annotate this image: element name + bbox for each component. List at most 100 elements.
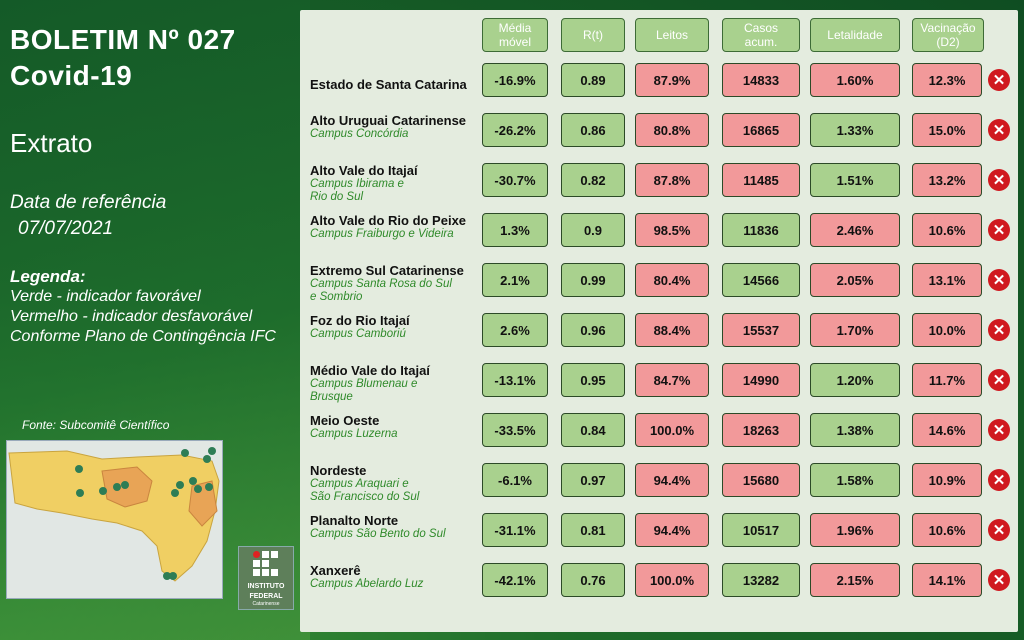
campus-name: e Sombrio [310, 291, 363, 303]
region-name: Foz do Rio Itajaí [310, 313, 410, 328]
value-media-movel: 2.6% [482, 313, 548, 347]
value-casos-acum: 14833 [722, 63, 800, 97]
value-media-movel: -30.7% [482, 163, 548, 197]
value-rt: 0.89 [561, 63, 625, 97]
header-letalidade: Letalidade [810, 18, 900, 52]
campus-name: Campus Santa Rosa do Sul [310, 278, 452, 290]
region-name: Alto Vale do Rio do Peixe [310, 213, 467, 228]
value-vacinacao: 14.1% [912, 563, 982, 597]
value-leitos: 88.4% [635, 313, 709, 347]
region-map [6, 440, 223, 599]
value-rt: 0.96 [561, 313, 625, 347]
value-media-movel: -42.1% [482, 563, 548, 597]
close-icon: ✕ [988, 469, 1010, 491]
table-row: Alto Vale do Itajaí Campus Ibirama e Rio d… [300, 163, 1018, 204]
reference-date-value: 07/07/2021 [18, 218, 114, 239]
bulletin-topic: Covid-19 [10, 60, 133, 91]
region-name: Meio Oeste [310, 413, 380, 428]
table-row: Foz do Rio Itajaí Campus Camboriú 2.6% 0.96… [300, 313, 1018, 351]
close-icon: ✕ [988, 319, 1010, 341]
bulletin-title: BOLETIM Nº 027 Covid-19 [10, 22, 236, 94]
value-leitos: 94.4% [635, 463, 709, 497]
region-label: Foz do Rio Itajaí Campus Camboriú [310, 313, 480, 341]
campus-name: Campus Abelardo Luz [310, 578, 424, 590]
campus-name: Campus Concórdia [310, 128, 409, 140]
table-row: Alto Uruguai Catarinense Campus Concórdia… [300, 113, 1018, 151]
table-row: Alto Vale do Rio do Peixe Campus Fraiburg… [300, 213, 1018, 251]
value-letalidade: 1.20% [810, 363, 900, 397]
region-label: Xanxerê Campus Abelardo Luz [310, 563, 480, 591]
value-rt: 0.97 [561, 463, 625, 497]
value-leitos: 98.5% [635, 213, 709, 247]
region-label: Alto Vale do Itajaí Campus Ibirama e Rio d… [310, 163, 480, 204]
value-rt: 0.84 [561, 413, 625, 447]
header-rt: R(t) [561, 18, 625, 52]
value-casos-acum: 15680 [722, 463, 800, 497]
value-letalidade: 2.46% [810, 213, 900, 247]
value-leitos: 100.0% [635, 413, 709, 447]
value-casos-acum: 14990 [722, 363, 800, 397]
value-rt: 0.99 [561, 263, 625, 297]
header-media-movel: Média móvel [482, 18, 548, 52]
value-letalidade: 1.51% [810, 163, 900, 197]
legend-line-red: Vermelho - indicador desfavorável [10, 308, 253, 325]
value-letalidade: 1.96% [810, 513, 900, 547]
close-icon: ✕ [988, 419, 1010, 441]
campus-name: Brusque [310, 391, 353, 403]
region-label: Estado de Santa Catarina [310, 63, 480, 92]
campus-name: Campus Fraiburgo e Videira [310, 228, 454, 240]
reference-label: Data de referência [10, 192, 167, 213]
close-icon: ✕ [988, 519, 1010, 541]
close-icon: ✕ [988, 569, 1010, 591]
table-row: Extremo Sul Catarinense Campus Santa Rosa… [300, 263, 1018, 303]
value-vacinacao: 13.1% [912, 263, 982, 297]
value-letalidade: 1.60% [810, 63, 900, 97]
region-name: Planalto Norte [310, 513, 399, 528]
table-row: Xanxerê Campus Abelardo Luz -42.1% 0.76 100.… [300, 563, 1018, 601]
value-vacinacao: 15.0% [912, 113, 982, 147]
value-rt: 0.76 [561, 563, 625, 597]
logo-text-1: INSTITUTO [247, 583, 285, 590]
source-note: Fonte: Subcomitê Científico [22, 418, 170, 432]
header-vacinacao: Vacinação (D2) [912, 18, 984, 52]
header-leitos: Leitos [635, 18, 709, 52]
value-rt: 0.9 [561, 213, 625, 247]
value-letalidade: 1.33% [810, 113, 900, 147]
value-casos-acum: 14566 [722, 263, 800, 297]
value-letalidade: 1.38% [810, 413, 900, 447]
value-letalidade: 1.58% [810, 463, 900, 497]
region-name: Extremo Sul Catarinense [310, 263, 464, 278]
legend-title: Legenda: [10, 267, 86, 286]
reference-date: Data de referência 07/07/2021 [10, 190, 166, 242]
logo-text-3: Catarinense [252, 601, 280, 607]
value-leitos: 80.8% [635, 113, 709, 147]
value-media-movel: -31.1% [482, 513, 548, 547]
value-vacinacao: 11.7% [912, 363, 982, 397]
region-name: Nordeste [310, 463, 367, 478]
table-row: Estado de Santa Catarina -16.9% 0.89 87.9% 1… [300, 63, 1018, 101]
value-rt: 0.82 [561, 163, 625, 197]
institute-logo: INSTITUTO FEDERAL Catarinense [238, 546, 294, 610]
table-row: Meio Oeste Campus Luzerna -33.5% 0.84 100.0%… [300, 413, 1018, 451]
subtitle: Extrato [10, 128, 93, 158]
table-row: Médio Vale do Itajaí Campus Blumenau e Bru… [300, 363, 1018, 403]
value-media-movel: 1.3% [482, 213, 548, 247]
value-vacinacao: 14.6% [912, 413, 982, 447]
campus-name: Campus Ibirama e [310, 178, 404, 190]
value-letalidade: 2.05% [810, 263, 900, 297]
region-name: Xanxerê [310, 563, 361, 578]
region-label: Meio Oeste Campus Luzerna [310, 413, 480, 441]
campus-name: Campus São Bento do Sul [310, 528, 446, 540]
value-media-movel: -26.2% [482, 113, 548, 147]
value-leitos: 94.4% [635, 513, 709, 547]
legend-line-green: Verde - indicador favorável [10, 288, 201, 305]
value-casos-acum: 16865 [722, 113, 800, 147]
close-icon: ✕ [988, 119, 1010, 141]
region-label: Nordeste Campus Araquari e São Francisco d… [310, 463, 480, 504]
value-vacinacao: 10.0% [912, 313, 982, 347]
value-leitos: 100.0% [635, 563, 709, 597]
value-vacinacao: 10.9% [912, 463, 982, 497]
table-row: Nordeste Campus Araquari e São Francisco d… [300, 463, 1018, 504]
value-casos-acum: 10517 [722, 513, 800, 547]
table-row: Planalto Norte Campus São Bento do Sul -31… [300, 513, 1018, 551]
